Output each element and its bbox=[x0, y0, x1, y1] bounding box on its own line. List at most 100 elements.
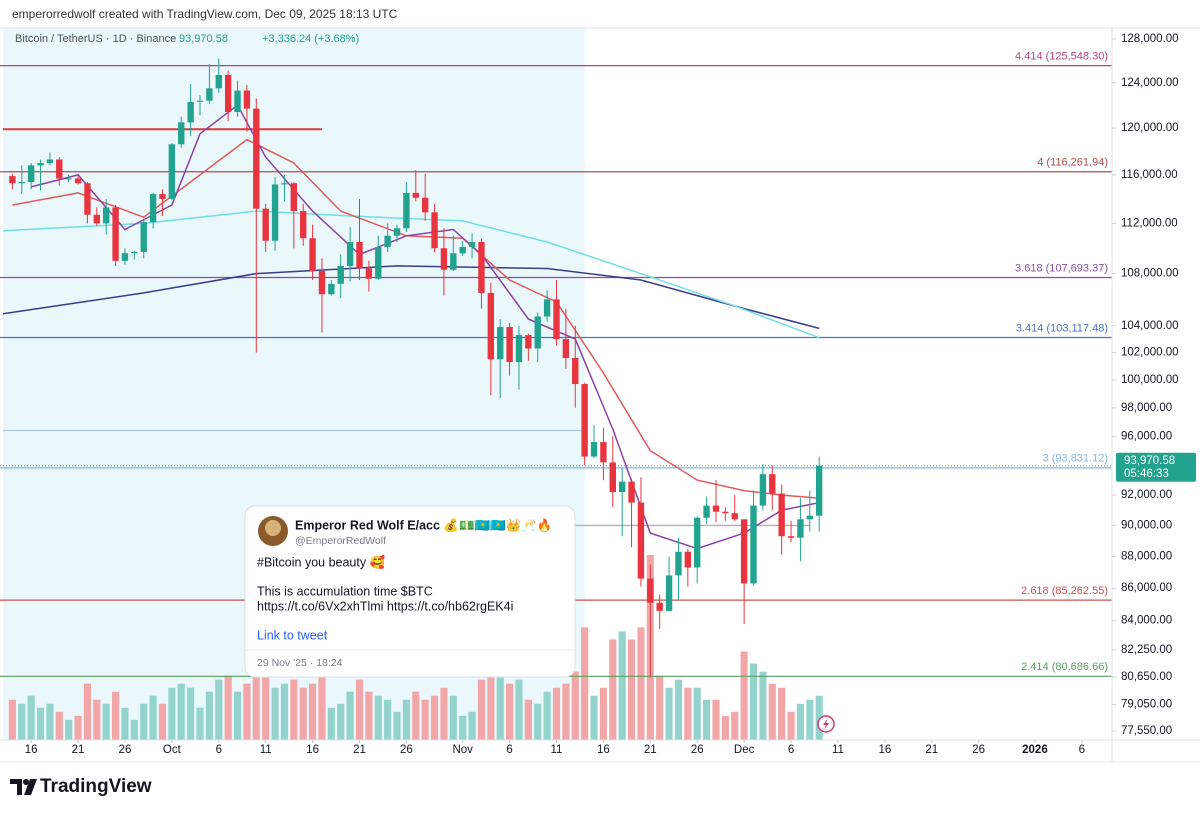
x-tick-label: Nov bbox=[452, 744, 473, 756]
x-tick-label: 11 bbox=[832, 744, 844, 756]
candle-body bbox=[271, 184, 279, 241]
volume-bar bbox=[196, 707, 204, 740]
volume-bar bbox=[703, 699, 711, 740]
volume-bar bbox=[430, 695, 439, 740]
candle-body bbox=[178, 122, 185, 145]
candle-body bbox=[84, 183, 91, 215]
tweet-text: #Bitcoin you beauty 🥰 bbox=[257, 554, 386, 569]
volume-bar bbox=[271, 687, 279, 740]
volume-bar bbox=[74, 715, 82, 740]
candle-body bbox=[787, 536, 795, 538]
candle-body bbox=[656, 602, 663, 611]
volume-bar bbox=[149, 695, 157, 740]
y-tick-label: 100,000.00 bbox=[1121, 374, 1179, 386]
x-tick-label: 26 bbox=[972, 744, 985, 756]
volume-bar bbox=[65, 719, 73, 740]
volume-bar bbox=[440, 687, 448, 740]
candle-body bbox=[497, 327, 504, 360]
y-tick-label: 88,000.00 bbox=[1121, 550, 1172, 562]
volume-bar bbox=[158, 703, 167, 740]
candle-body bbox=[131, 252, 138, 254]
candle-body bbox=[403, 192, 410, 229]
volume-bar bbox=[327, 707, 335, 740]
candle-body bbox=[778, 493, 785, 537]
candle-body bbox=[168, 144, 176, 199]
candle-body bbox=[600, 442, 607, 463]
volume-bar bbox=[590, 695, 598, 740]
x-tick-label: 16 bbox=[306, 744, 319, 756]
candle-body bbox=[375, 246, 382, 279]
candle-body bbox=[675, 551, 682, 576]
candle-body bbox=[562, 339, 570, 358]
logo-dot bbox=[23, 779, 29, 785]
volume-bar bbox=[121, 707, 129, 740]
volume-bar bbox=[55, 711, 63, 740]
volume-bar bbox=[140, 703, 148, 740]
volume-bar bbox=[36, 707, 45, 740]
tweet-link[interactable]: Link to tweet bbox=[257, 628, 328, 642]
logo-mark bbox=[24, 779, 37, 795]
y-tick-label: 96,000.00 bbox=[1121, 430, 1172, 442]
x-tick-label: 26 bbox=[691, 744, 704, 756]
candle-body bbox=[665, 575, 673, 611]
y-tick-label: 116,000.00 bbox=[1121, 169, 1178, 181]
candle-body bbox=[37, 163, 44, 166]
volume-bar bbox=[252, 667, 260, 740]
candle-body bbox=[618, 481, 626, 493]
volume-bar bbox=[46, 703, 54, 740]
y-tick-label: 104,000.00 bbox=[1121, 320, 1179, 332]
volume-bar bbox=[693, 687, 701, 740]
candle-body bbox=[431, 212, 438, 249]
candle-body bbox=[215, 75, 222, 89]
volume-bar bbox=[524, 699, 532, 740]
y-tick-label: 98,000.00 bbox=[1121, 402, 1172, 414]
volume-bar bbox=[740, 651, 748, 740]
volume-bar bbox=[721, 715, 729, 740]
candle-body bbox=[365, 268, 373, 279]
candle-body bbox=[159, 194, 166, 199]
candle-body bbox=[121, 253, 129, 261]
volume-bar bbox=[402, 699, 410, 740]
volume-bar bbox=[374, 695, 382, 740]
volume-bar bbox=[459, 715, 467, 740]
volume-bar bbox=[309, 683, 317, 740]
y-tick-label: 80,650.00 bbox=[1121, 671, 1172, 683]
candle-body bbox=[628, 481, 635, 503]
fib-label: 3 (93,831.12) bbox=[1043, 453, 1108, 465]
candle-body bbox=[65, 178, 72, 180]
volume-bar bbox=[355, 679, 364, 740]
candle-body bbox=[196, 100, 204, 102]
candle-body bbox=[9, 176, 16, 184]
volume-bar bbox=[815, 695, 823, 740]
candle-body bbox=[74, 178, 82, 184]
tweet-card: Emperor Red Wolf E/acc 💰💵🇰🇿🇰🇿👑🥂🔥 @Empero… bbox=[244, 505, 576, 678]
candle-body bbox=[712, 505, 720, 512]
candle-body bbox=[806, 515, 813, 520]
volume-bar bbox=[731, 711, 739, 740]
volume-bar bbox=[384, 699, 392, 740]
candle-body bbox=[393, 228, 401, 236]
footer-logo: TradingView bbox=[10, 776, 152, 797]
volume-bar bbox=[571, 671, 579, 740]
candle-body bbox=[525, 335, 532, 349]
fib-label: 2.618 (85,262.55) bbox=[1021, 585, 1108, 597]
volume-bar bbox=[806, 699, 814, 740]
alert-icon[interactable] bbox=[817, 715, 835, 733]
plot-area bbox=[0, 28, 1112, 740]
tweet-card-box bbox=[244, 505, 576, 678]
avatar-face bbox=[265, 520, 281, 536]
volume-bar bbox=[130, 719, 138, 740]
x-tick-label: 11 bbox=[551, 744, 563, 756]
volume-bar bbox=[243, 683, 251, 740]
candle-body bbox=[56, 159, 63, 179]
volume-bar bbox=[665, 687, 673, 740]
x-tick-label: 16 bbox=[878, 744, 891, 756]
candle-body bbox=[815, 465, 823, 516]
x-tick-label: 21 bbox=[72, 744, 85, 756]
volume-bar bbox=[187, 687, 195, 740]
x-tick-label: 6 bbox=[506, 744, 512, 756]
volume-bar bbox=[168, 687, 176, 740]
candle-body bbox=[590, 442, 598, 457]
volume-bar bbox=[393, 711, 401, 740]
